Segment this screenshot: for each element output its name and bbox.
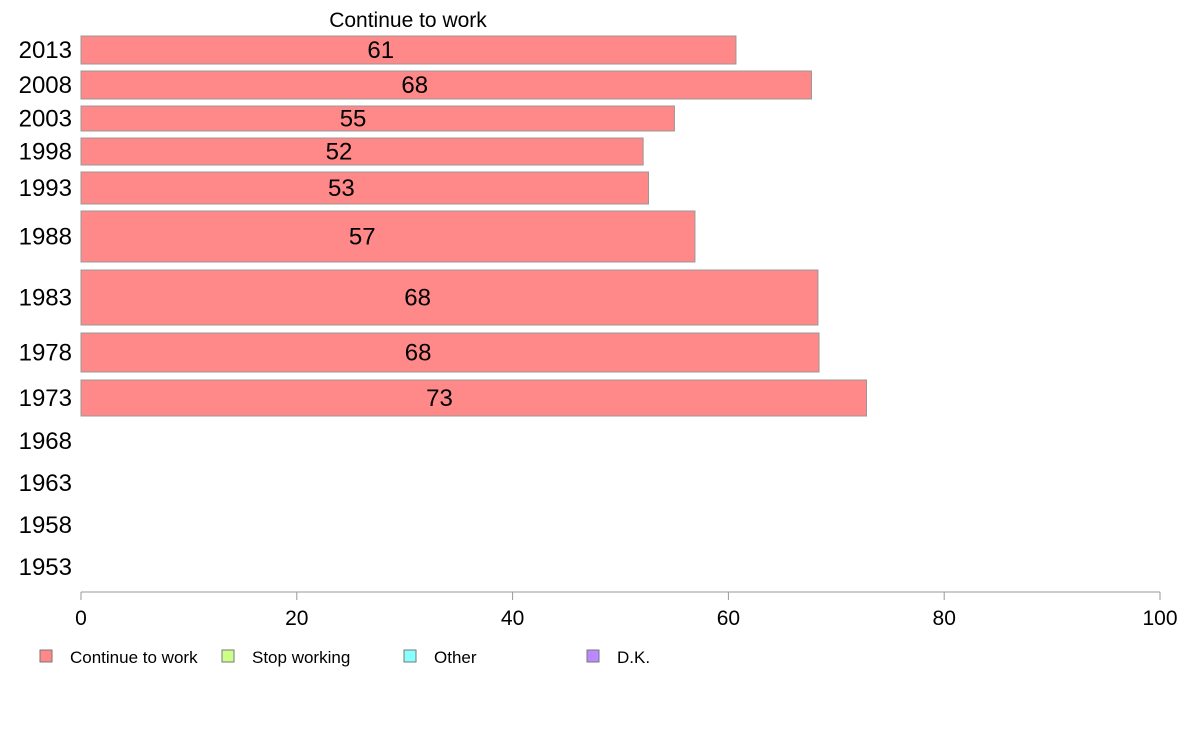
- legend-swatch: [586, 649, 600, 663]
- bar-value-label: 53: [328, 175, 355, 202]
- bar-value-label: 57: [349, 224, 376, 251]
- x-tick-label: 20: [285, 607, 308, 630]
- bar: [80, 210, 696, 263]
- legend-swatch: [39, 649, 53, 663]
- y-tick-label: 1968: [19, 428, 72, 455]
- y-tick-label: 1988: [19, 224, 72, 251]
- bar: [80, 70, 812, 100]
- bar-value-label: 52: [326, 139, 353, 166]
- chart-title: Continue to work: [329, 9, 487, 32]
- bar: [80, 379, 868, 417]
- x-tick-label: 40: [501, 607, 524, 630]
- bar-value-label: 73: [426, 385, 453, 412]
- x-tick-label: 100: [1142, 607, 1177, 630]
- y-tick-label: 1953: [19, 554, 72, 581]
- bar-value-label: 55: [340, 106, 367, 133]
- bar: [80, 332, 820, 373]
- bar-value-label: 68: [405, 340, 432, 367]
- y-tick-label: 1958: [19, 512, 72, 539]
- bar-value-label: 68: [401, 72, 428, 99]
- bar-value-label: 68: [404, 285, 431, 312]
- legend-label: D.K.: [617, 648, 650, 667]
- x-tick-label: 0: [75, 607, 87, 630]
- bar-value-label: 61: [367, 37, 394, 64]
- y-tick-label: 1973: [19, 385, 72, 412]
- bar: [80, 137, 644, 166]
- y-tick-label: 2013: [19, 37, 72, 64]
- x-tick-label: 80: [933, 607, 956, 630]
- y-tick-label: 1983: [19, 285, 72, 312]
- y-tick-label: 1978: [19, 340, 72, 367]
- bar: [80, 105, 675, 132]
- y-tick-label: 1998: [19, 139, 72, 166]
- legend-label: Other: [434, 648, 477, 667]
- bar: [80, 269, 819, 326]
- y-tick-label: 1993: [19, 175, 72, 202]
- legend-swatch: [221, 649, 235, 663]
- legend-swatch: [403, 649, 417, 663]
- x-tick-label: 60: [717, 607, 740, 630]
- bar: [80, 35, 737, 65]
- x-axis: 0 20 40 60 80 100: [75, 591, 1178, 630]
- legend-label: Continue to work: [70, 648, 198, 667]
- y-axis-labels: 2013 2008 2003 1998 1993 1988 1983 1978 1973 1968…: [19, 37, 72, 581]
- legend-label: Stop working: [252, 648, 350, 667]
- y-tick-label: 2003: [19, 106, 72, 133]
- legend: Continue to work Stop working Other D.K.: [39, 648, 650, 667]
- y-tick-label: 1963: [19, 470, 72, 497]
- bar: [80, 171, 650, 205]
- bar-group: 61 68 55 52 53 57 68 68 73: [80, 35, 868, 417]
- y-tick-label: 2008: [19, 72, 72, 99]
